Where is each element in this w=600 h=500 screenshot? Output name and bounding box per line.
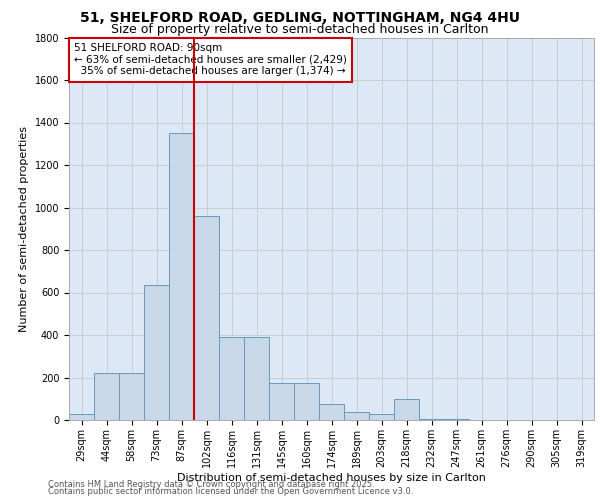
X-axis label: Distribution of semi-detached houses by size in Carlton: Distribution of semi-detached houses by …: [177, 472, 486, 482]
Bar: [144, 285, 169, 420]
Bar: [244, 337, 269, 420]
Text: Contains public sector information licensed under the Open Government Licence v3: Contains public sector information licen…: [48, 487, 413, 496]
Bar: [319, 404, 344, 420]
Bar: [194, 216, 219, 420]
Bar: [69, 414, 94, 420]
Bar: [219, 337, 244, 420]
Text: Contains HM Land Registry data © Crown copyright and database right 2025.: Contains HM Land Registry data © Crown c…: [48, 480, 374, 489]
Bar: [169, 133, 194, 420]
Bar: [269, 383, 294, 420]
Bar: [419, 419, 444, 420]
Bar: [94, 373, 119, 420]
Bar: [119, 373, 144, 420]
Bar: [294, 383, 319, 420]
Bar: [394, 399, 419, 420]
Text: 51, SHELFORD ROAD, GEDLING, NOTTINGHAM, NG4 4HU: 51, SHELFORD ROAD, GEDLING, NOTTINGHAM, …: [80, 11, 520, 25]
Bar: [344, 412, 369, 420]
Text: 51 SHELFORD ROAD: 90sqm
← 63% of semi-detached houses are smaller (2,429)
  35% : 51 SHELFORD ROAD: 90sqm ← 63% of semi-de…: [74, 43, 347, 76]
Bar: [369, 414, 394, 420]
Text: Size of property relative to semi-detached houses in Carlton: Size of property relative to semi-detach…: [111, 22, 489, 36]
Y-axis label: Number of semi-detached properties: Number of semi-detached properties: [19, 126, 29, 332]
